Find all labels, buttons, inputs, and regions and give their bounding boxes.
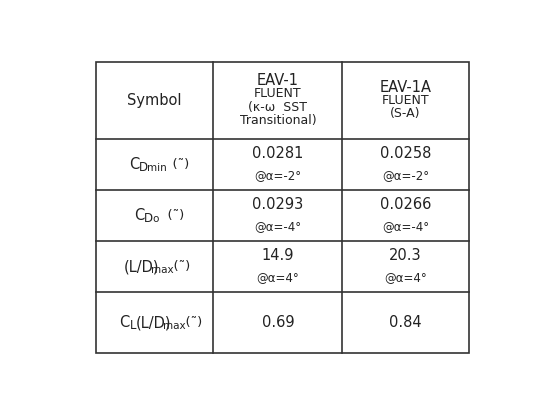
Text: @α=4°: @α=4° [256,271,299,284]
Text: max: max [151,265,174,275]
Text: 0.0258: 0.0258 [380,146,431,161]
Text: 14.9: 14.9 [262,248,294,263]
Bar [96,62,469,353]
Text: L: L [129,319,136,332]
Text: (S-A): (S-A) [391,107,421,120]
Text: max: max [163,321,186,331]
Text: 0.0281: 0.0281 [252,146,303,161]
Text: C: C [129,157,139,172]
Text: @α=-4°: @α=-4° [254,220,301,233]
Text: EAV-1A: EAV-1A [380,80,432,95]
Text: @α=-2°: @α=-2° [382,169,429,182]
Text: 0.0266: 0.0266 [380,197,431,212]
Text: D: D [144,212,153,225]
Text: @α=-2°: @α=-2° [254,169,301,182]
Text: (κ-ω  SST: (κ-ω SST [248,101,307,114]
Text: @α=-4°: @α=-4° [382,220,429,233]
Text: Symbol: Symbol [127,93,182,108]
Text: (˜): (˜) [177,316,202,329]
Text: EAV-1: EAV-1 [257,73,299,88]
Text: (˜): (˜) [159,209,184,222]
Text: FLUENT: FLUENT [382,94,430,107]
Text: 0.0293: 0.0293 [252,197,303,212]
Text: 0.84: 0.84 [389,315,422,330]
Text: o: o [152,214,158,224]
Text: 0.69: 0.69 [262,315,294,330]
Text: 20.3: 20.3 [389,248,422,263]
Text: (L/D): (L/D) [136,315,172,330]
Text: C: C [134,208,144,223]
Text: D: D [139,161,148,174]
Text: (˜): (˜) [164,158,189,171]
Text: (˜): (˜) [165,260,190,273]
Text: min: min [147,163,167,173]
Text: C: C [119,315,129,330]
Text: @α=4°: @α=4° [384,271,427,284]
Text: FLUENT: FLUENT [254,88,302,100]
Text: (L/D): (L/D) [124,259,159,274]
Text: Transitional): Transitional) [240,114,316,127]
